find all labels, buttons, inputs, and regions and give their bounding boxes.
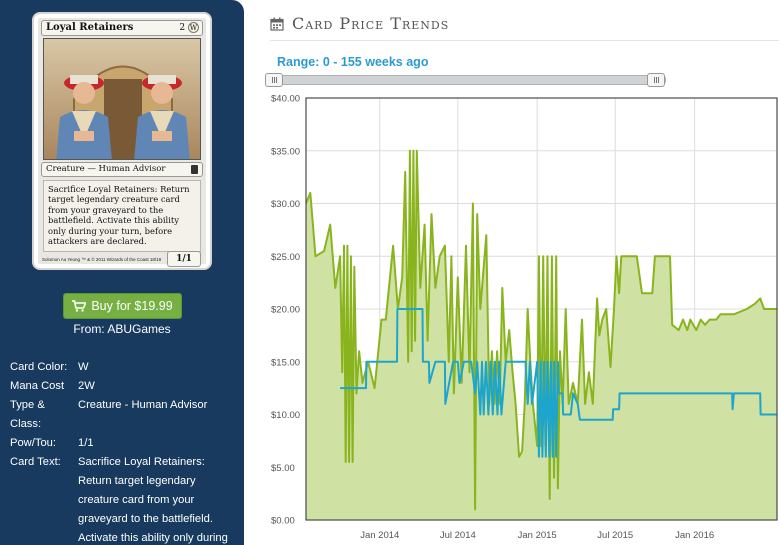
card-artist: Solomon Au Yeung — [42, 257, 81, 262]
detail-label: Mana Cost — [10, 380, 65, 392]
grip-line — [276, 77, 277, 83]
card-type-line: Creature — Human Advisor — [46, 164, 166, 174]
card-details: Card Color: W Mana Cost 2W Type & Class:… — [10, 358, 244, 545]
x-tick-label: Jan 2014 — [360, 530, 399, 541]
detail-value: W — [78, 361, 89, 373]
grip-line — [654, 77, 655, 83]
price-trends-chart: $0.00 $5.00 $10.00 $15.00 $20.00 $25.00 $30.00… — [268, 92, 779, 545]
range-slider-start-handle[interactable] — [265, 73, 283, 87]
range-slider[interactable] — [265, 73, 666, 87]
price-trends-title: Card Price Trends — [292, 14, 450, 33]
card-copyright: ™ & © 2011 Wizards of the Coast 18/18 — [81, 257, 162, 262]
y-tick-label: $0.00 — [271, 516, 295, 527]
y-tick-label: $10.00 — [271, 410, 300, 421]
detail-row-card-text: Card Text: Sacrifice Loyal Retainers: Re… — [10, 453, 244, 545]
y-tick-label: $5.00 — [271, 463, 295, 474]
x-tick-label: Jan 2015 — [518, 530, 557, 541]
card-panel: Loyal Retainers 2 W — [0, 0, 244, 545]
plot-frame — [305, 97, 778, 521]
detail-label: Pow/Tou: — [10, 437, 57, 449]
card-rules-text: Sacrifice Loyal Retainers: Return target… — [43, 180, 201, 252]
detail-value: Creature - Human Advisor — [78, 399, 208, 411]
grip-line — [272, 77, 273, 83]
vendor-name: ABUGames — [107, 322, 171, 336]
detail-value: 2W — [78, 380, 95, 392]
x-tick-label: Jan 2016 — [675, 530, 714, 541]
grip-line — [658, 77, 659, 83]
y-tick-label: $25.00 — [271, 252, 300, 263]
detail-value: Sacrifice Loyal Retainers: Return target… — [78, 456, 228, 544]
card-art — [43, 38, 201, 160]
detail-row-type: Type & Class: Creature - Human Advisor — [10, 396, 244, 434]
card-image: Loyal Retainers 2 W — [32, 12, 212, 270]
buy-button[interactable]: Buy for $19.99 — [63, 293, 182, 319]
x-tick-label: Jul 2014 — [440, 530, 476, 541]
card-art-illustration — [44, 39, 200, 159]
shopping-cart-icon — [72, 300, 87, 312]
white-mana-icon: W — [188, 22, 199, 33]
range-label: Range: 0 - 155 weeks ago — [277, 55, 429, 69]
buy-button-label: Buy for $19.99 — [91, 299, 173, 313]
detail-row-color: Card Color: W — [10, 358, 244, 377]
y-axis-labels: $0.00 $5.00 $10.00 $15.00 $20.00 $25.00 $30.00… — [271, 94, 300, 527]
price-trends-header: Card Price Trends — [270, 14, 449, 33]
x-axis-labels: Jan 2014 Jul 2014 Jan 2015 Jul 2015 Jan 2016 — [360, 530, 714, 541]
y-tick-label: $35.00 — [271, 146, 300, 157]
calendar-icon — [270, 17, 284, 31]
mana-cost-icons: 2 W — [179, 22, 199, 33]
range-slider-end-handle[interactable] — [647, 73, 665, 87]
y-tick-label: $20.00 — [271, 305, 300, 316]
set-symbol-icon — [191, 165, 198, 174]
header-divider — [270, 40, 779, 41]
detail-label: Card Text: — [10, 456, 61, 468]
card-title-bar: Loyal Retainers 2 W — [41, 20, 203, 36]
detail-label: Card Color: — [10, 361, 68, 373]
detail-value: 1/1 — [78, 437, 94, 449]
vendor-prefix: From: — [73, 322, 105, 336]
y-tick-label: $15.00 — [271, 357, 300, 368]
x-tick-label: Jul 2015 — [597, 530, 633, 541]
detail-row-pow-tou: Pow/Tou: 1/1 — [10, 434, 244, 453]
y-tick-label: $30.00 — [271, 199, 300, 210]
card-power-toughness: 1/1 — [167, 251, 201, 267]
card-type-bar: Creature — Human Advisor — [41, 162, 203, 177]
grip-line — [656, 77, 657, 83]
card-name: Loyal Retainers — [46, 22, 134, 33]
grip-line — [274, 77, 275, 83]
green-price-line — [305, 149, 777, 511]
blue-price-line — [340, 308, 777, 458]
card-artist-line: Solomon Au Yeung ™ & © 2011 Wizards of t… — [42, 257, 161, 262]
detail-label: Type & Class: — [10, 399, 45, 430]
vendor-line: From: ABUGames — [0, 322, 244, 336]
y-tick-label: $40.00 — [271, 94, 300, 105]
detail-row-mana-cost: Mana Cost 2W — [10, 377, 244, 396]
